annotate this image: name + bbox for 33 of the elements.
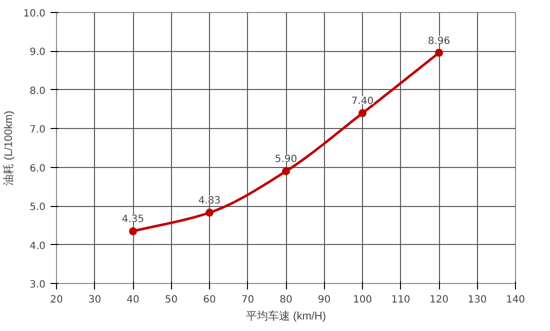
y-axis-title: 油耗 (L/100km) [2, 110, 16, 186]
y-tick-label: 8.0 [30, 86, 46, 97]
x-tick-label: 30 [88, 294, 102, 306]
x-tick-label: 40 [126, 294, 140, 306]
y-tick-label: 5.0 [30, 202, 46, 214]
x-tick-label: 140 [506, 294, 526, 306]
point [358, 109, 366, 118]
x-tick-label: 100 [352, 294, 372, 306]
x-tick-label: 20 [50, 294, 63, 306]
data-label: 8.96 [428, 36, 450, 47]
x-axis-title: 平均车速 (km/H) [246, 310, 326, 322]
point [282, 167, 290, 176]
data-label: 4.35 [122, 214, 144, 226]
y-tick-label: 6.0 [30, 163, 46, 174]
y-tick-label: 10.0 [23, 8, 46, 20]
y-tick-label: 4.0 [30, 240, 46, 252]
data-label: 4.83 [198, 196, 221, 207]
x-tick-label: 90 [318, 294, 331, 306]
x-tick-label: 50 [164, 294, 178, 306]
x-tick-label: 120 [429, 294, 449, 306]
y-tick-label: 3.0 [30, 280, 46, 290]
y-tick-label: 9.0 [30, 47, 46, 58]
x-tick-label: 80 [280, 294, 292, 306]
y-tick-label: 7.0 [30, 124, 46, 136]
x-tick-label: 110 [391, 294, 410, 306]
x-tick-label: 130 [468, 294, 487, 306]
point [129, 227, 137, 236]
point [206, 208, 214, 217]
data-label: 7.40 [351, 96, 374, 108]
point [435, 48, 443, 57]
x-tick-label: 60 [203, 294, 216, 306]
data-label: 5.90 [274, 154, 298, 166]
x-tick-label: 70 [241, 294, 254, 306]
